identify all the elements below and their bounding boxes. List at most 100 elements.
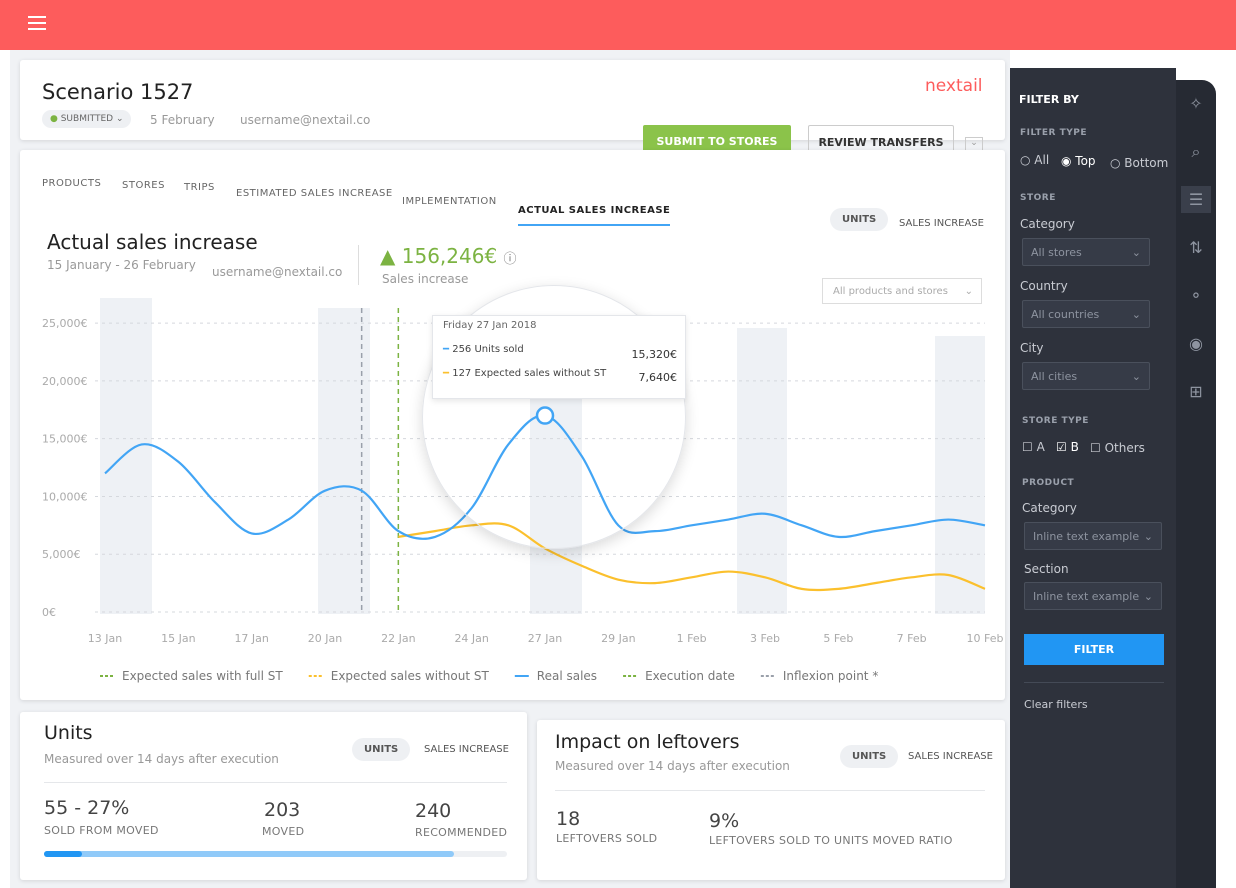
y-tick-label: 25,000€ — [42, 317, 88, 330]
scope: All products and stores — [833, 286, 948, 297]
select[interactable]: All countries ⌄ — [1022, 300, 1150, 328]
column-shade — [935, 336, 985, 614]
sidebar — [1010, 68, 1176, 888]
tab[interactable]: STORES — [122, 180, 165, 191]
radio[interactable]: ○ Bottom — [1110, 156, 1169, 170]
radio-label: Bottom — [1124, 156, 1169, 170]
toggle-sales[interactable]: SALES INCREASE — [424, 744, 509, 755]
tab[interactable]: ESTIMATED SALES INCREASE — [236, 188, 393, 199]
tooltip-label: 256 Units sold — [452, 344, 524, 355]
stat-value: 55 - 27% — [44, 797, 130, 819]
highlight-point — [535, 406, 555, 425]
toggle-units[interactable]: UNITS — [830, 208, 889, 231]
field-label: Country — [1020, 279, 1068, 293]
select[interactable]: All stores ⌄ — [1022, 238, 1150, 266]
legend-label: Inflexion point * — [783, 669, 879, 683]
stat-value: 240 — [415, 800, 452, 822]
x-tick-label: 15 Jan — [161, 632, 195, 645]
tooltip-value: 7,640€ — [638, 371, 678, 384]
top-bar — [0, 0, 1236, 50]
legend-label: Real sales — [537, 669, 597, 683]
select-value: All countries — [1031, 308, 1100, 321]
stat-label: LEFTOVERS SOLD — [556, 832, 658, 845]
column-shade — [737, 328, 787, 614]
checkbox[interactable]: ☐ A — [1022, 440, 1045, 454]
series-line — [398, 522, 986, 592]
icon-bar: ✧ ⌕ ☰ ⇅ ⚬ ◉ ⊞ — [1176, 80, 1216, 888]
legend-item[interactable]: Expected sales with full ST — [100, 669, 283, 683]
select-value: All stores — [1031, 246, 1082, 259]
kpi-label: Sales increase — [382, 272, 469, 286]
x-tick-label: 13 Jan — [88, 632, 122, 645]
select-value: All cities — [1031, 370, 1078, 383]
x-tick-label: 24 Jan — [454, 632, 488, 645]
divider — [555, 790, 985, 791]
status-badge[interactable]: ● SUBMITTED ⌄ — [42, 110, 132, 128]
tooltip-label: 127 Expected sales without ST — [452, 368, 607, 379]
legend-item[interactable]: Inflexion point * — [760, 669, 879, 683]
stat-label: RECOMMENDED — [415, 826, 508, 839]
toggle-units[interactable]: UNITS — [352, 738, 411, 761]
kpi: ▲ 156,246€ ⓘ — [380, 244, 517, 268]
select[interactable]: Inline text example ⌄ — [1024, 522, 1162, 550]
card-subtitle: Measured over 14 days after execution — [555, 759, 790, 773]
x-tick-label: 10 Feb — [967, 632, 1004, 645]
tooltip-row: ━ 256 Units sold — [443, 344, 524, 355]
checkbox[interactable]: ☑ B — [1056, 440, 1079, 454]
scope-select[interactable]: All products and stores ⌄ — [822, 278, 982, 304]
progress-track — [44, 851, 507, 857]
checkbox-label: A — [1036, 440, 1045, 454]
card-title: Impact on leftovers — [555, 731, 740, 753]
legend-label: Expected sales without ST — [331, 669, 490, 683]
stat-label: SOLD FROM MOVED — [44, 824, 159, 837]
panel-title: Actual sales increase — [47, 230, 258, 254]
stat-value: 203 — [264, 799, 301, 821]
icons[interactable]: ✧ ⌕ ☰ ⇅ ⚬ ◉ ⊞ — [1176, 80, 1216, 416]
field-label: Section — [1024, 562, 1069, 576]
toggle-sales[interactable]: SALES INCREASE — [908, 751, 993, 762]
radio[interactable]: ○ All — [1020, 153, 1050, 167]
tab[interactable]: IMPLEMENTATION — [402, 196, 497, 207]
header-card — [20, 60, 1005, 140]
card-title: Units — [44, 722, 93, 744]
x-tick-label: 29 Jan — [601, 632, 635, 645]
section-label: STORE — [1020, 193, 1056, 203]
field-label: Category — [1020, 217, 1075, 231]
legend-item[interactable]: Expected sales without ST — [308, 669, 490, 683]
legend-item[interactable]: Real sales — [514, 669, 597, 683]
x-tick-label: 27 Jan — [528, 632, 562, 645]
checkbox-label: B — [1070, 440, 1079, 454]
filter-button[interactable]: FILTER — [1024, 634, 1164, 665]
y-tick-label: 0€ — [42, 606, 56, 619]
x-tick-label: 17 Jan — [234, 632, 268, 645]
legend-label: Execution date — [645, 669, 735, 683]
toggle-units[interactable]: UNITS — [840, 745, 899, 768]
legend-item[interactable]: Execution date — [623, 669, 735, 683]
tab-active[interactable]: ACTUAL SALES INCREASE — [518, 205, 671, 226]
tab[interactable]: TRIPS — [184, 182, 215, 193]
x-tick-label: 20 Jan — [308, 632, 342, 645]
select[interactable]: Inline text example ⌄ — [1024, 582, 1162, 610]
stat-value: 9% — [709, 810, 740, 832]
y-tick-label: 10,000€ — [42, 490, 88, 503]
scenario-title: Scenario 1527 — [42, 80, 194, 104]
leftovers-card — [537, 720, 1005, 880]
radio[interactable]: ◉ Top — [1061, 154, 1096, 168]
panel-user: username@nextail.co — [212, 265, 343, 279]
checkbox[interactable]: ☐ Others — [1090, 441, 1145, 455]
kpi-value: 156,246€ — [401, 244, 498, 268]
menu-icon[interactable] — [28, 16, 46, 30]
chart-card — [20, 150, 1005, 700]
tooltip: Friday 27 Jan 2018 ━ 256 Units sold 15,3… — [432, 315, 686, 399]
x-tick-label: 7 Feb — [897, 632, 927, 645]
checkbox-label: Others — [1104, 441, 1145, 455]
header-user: username@nextail.co — [240, 113, 371, 127]
select[interactable]: All cities ⌄ — [1022, 362, 1150, 390]
column-shade — [100, 298, 152, 614]
panel-dates: 15 January - 26 February — [47, 258, 196, 272]
toggle-sales[interactable]: SALES INCREASE — [899, 218, 984, 229]
x-tick-label: 22 Jan — [381, 632, 415, 645]
tab[interactable]: PRODUCTS — [42, 178, 102, 189]
clear-filters[interactable]: Clear filters — [1024, 698, 1088, 711]
